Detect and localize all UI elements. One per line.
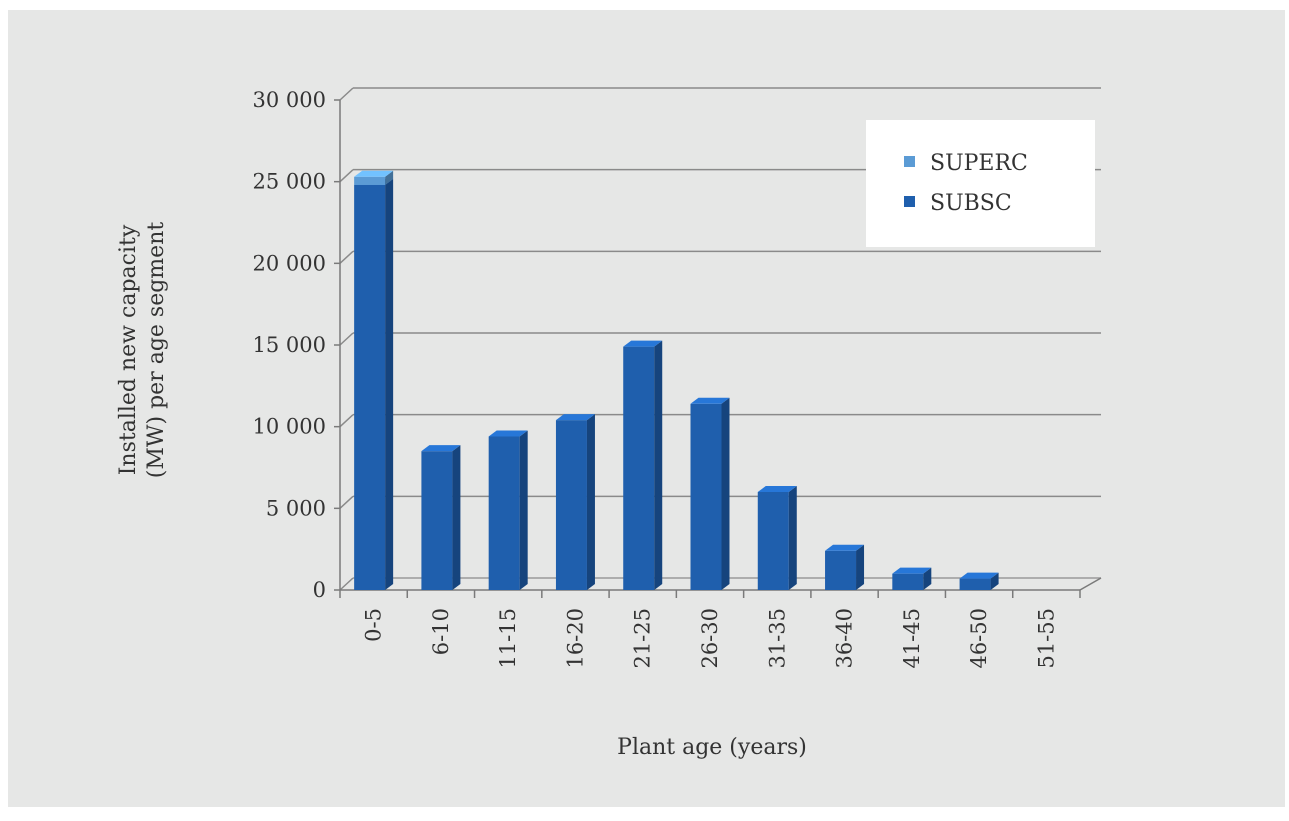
y-tick-label: 10 000 xyxy=(253,415,326,439)
bar-front xyxy=(690,403,722,590)
bar-front xyxy=(892,573,924,590)
bar-top xyxy=(892,567,932,574)
legend-swatch-subsc xyxy=(904,196,915,207)
gridline-wall-edge xyxy=(339,169,354,183)
bar-front xyxy=(488,436,520,590)
bar-side xyxy=(385,170,394,185)
bar-side xyxy=(385,178,394,590)
bar-side xyxy=(788,486,797,590)
y-tick-label: 15 000 xyxy=(253,333,326,357)
x-axis-title: Plant age (years) xyxy=(617,735,807,760)
legend-box xyxy=(866,120,1095,247)
x-tick-label: 46-50 xyxy=(967,608,991,669)
bar-side xyxy=(721,397,730,590)
x-tick-label: 0-5 xyxy=(362,608,386,642)
x-tick-label: 31-35 xyxy=(765,608,789,669)
y-tick-label: 25 000 xyxy=(253,170,326,194)
bar-front xyxy=(959,578,991,590)
legend: SUPERC SUBSC xyxy=(866,120,1095,247)
chart-panel: 0 5 000 10 000 15 000 20 000 25 000 30 000 0-5 6… xyxy=(8,10,1285,807)
y-axis-title-line2: (MW) per age segment xyxy=(144,222,169,479)
legend-label-subsc: SUBSC xyxy=(930,191,1012,216)
bar-side xyxy=(654,340,663,590)
gridline-wall-edge xyxy=(339,577,354,591)
x-tick-label: 6-10 xyxy=(429,608,453,655)
tick-labels: 0 5 000 10 000 15 000 20 000 25 000 30 000 0-5 6… xyxy=(253,88,1059,669)
bar-side xyxy=(519,430,528,590)
bar-subsc-11-15 xyxy=(488,430,528,590)
bar-subsc-6-10 xyxy=(421,445,461,590)
x-tick-label: 26-30 xyxy=(698,608,722,669)
bar-front xyxy=(421,451,453,590)
gridline-wall-edge xyxy=(339,332,354,346)
gridline-wall-edge xyxy=(339,414,354,428)
bar-top xyxy=(421,445,461,452)
y-tick-label: 5 000 xyxy=(266,496,326,520)
x-tick-label: 21-25 xyxy=(631,608,655,669)
bar-subsc-26-30 xyxy=(690,397,730,590)
bar-top xyxy=(555,414,595,421)
y-tick-label: 30 000 xyxy=(253,88,326,112)
y-tick-label: 20 000 xyxy=(253,251,326,275)
gridline-wall-edge xyxy=(339,495,354,509)
bar-top xyxy=(959,572,999,579)
legend-label-superc: SUPERC xyxy=(930,151,1028,176)
bar-front xyxy=(825,550,857,590)
x-tick-label: 36-40 xyxy=(833,608,857,669)
gridline-wall-edge xyxy=(339,250,354,264)
bar-front xyxy=(623,346,655,590)
bar-top xyxy=(757,486,797,492)
y-tick-label: 0 xyxy=(313,578,326,602)
gridline-wall-edge xyxy=(339,87,354,101)
bar-subsc-0-5 xyxy=(354,178,394,590)
bar-top xyxy=(488,430,528,437)
legend-swatch-superc xyxy=(904,156,915,167)
bar-side xyxy=(923,567,932,590)
bar-side xyxy=(452,445,461,590)
bar-subsc-46-50 xyxy=(959,572,999,590)
bar-side xyxy=(856,544,865,590)
x-tick-label: 11-15 xyxy=(496,608,520,669)
bar-top xyxy=(623,340,663,347)
bar-chart: 0 5 000 10 000 15 000 20 000 25 000 30 000 0-5 6… xyxy=(116,87,1102,760)
bars xyxy=(354,170,999,590)
x-tick-label: 16-20 xyxy=(563,608,587,669)
bar-top xyxy=(825,544,865,551)
bar-subsc-16-20 xyxy=(555,414,595,590)
bar-subsc-31-35 xyxy=(757,486,797,590)
bar-side xyxy=(990,572,999,590)
bar-top xyxy=(354,170,394,177)
bar-side xyxy=(586,414,595,590)
bar-subsc-41-45 xyxy=(892,567,932,590)
bar-superc-0-5 xyxy=(354,170,394,185)
bar-top xyxy=(690,397,730,404)
bar-front xyxy=(555,420,587,590)
bar-subsc-36-40 xyxy=(825,544,865,590)
bar-front xyxy=(354,184,386,590)
y-axis-title-line1: Installed new capacity xyxy=(116,224,141,475)
x-tick-label: 51-55 xyxy=(1034,608,1058,669)
floor-right-edge xyxy=(1079,577,1102,591)
bar-subsc-21-25 xyxy=(623,340,663,590)
bar-front xyxy=(354,176,386,185)
bar-front xyxy=(757,492,789,590)
x-tick-label: 41-45 xyxy=(900,608,924,669)
